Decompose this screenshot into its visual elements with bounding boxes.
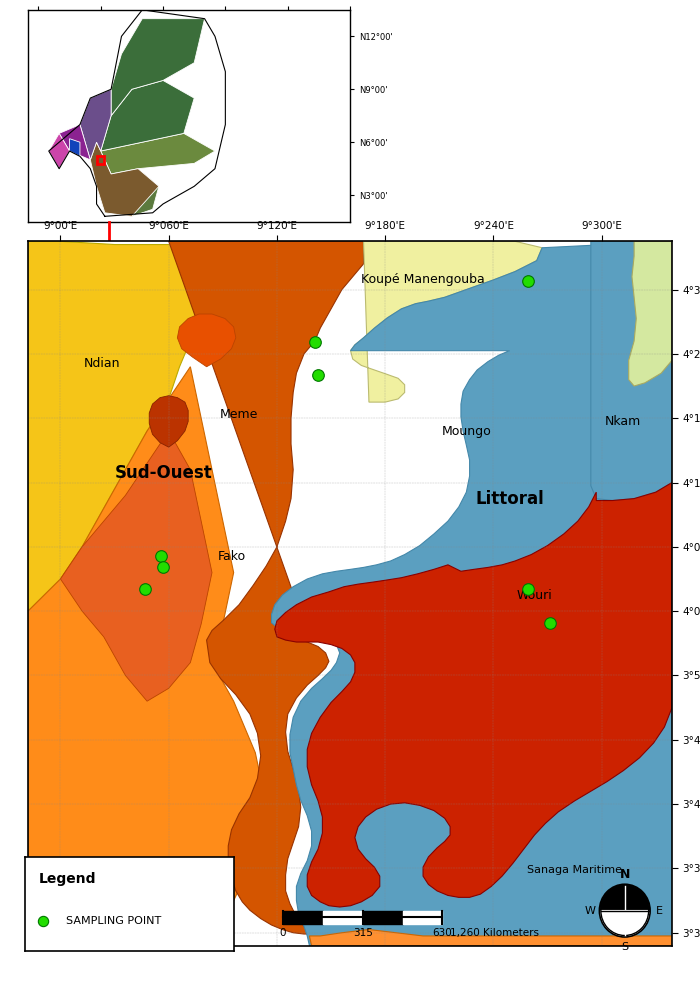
Polygon shape xyxy=(80,90,111,160)
Polygon shape xyxy=(90,142,159,217)
Text: Sanaga Maritime: Sanaga Maritime xyxy=(527,865,622,875)
Text: Moungo: Moungo xyxy=(442,425,491,437)
Point xyxy=(544,615,555,630)
Polygon shape xyxy=(97,168,159,217)
Point xyxy=(522,581,533,597)
Polygon shape xyxy=(28,366,266,939)
Polygon shape xyxy=(177,314,236,366)
Text: Wouri: Wouri xyxy=(517,589,552,602)
Polygon shape xyxy=(69,139,80,157)
Text: Meme: Meme xyxy=(220,409,258,422)
Point xyxy=(139,581,150,597)
Polygon shape xyxy=(149,396,188,447)
Text: S: S xyxy=(621,942,629,952)
Point xyxy=(309,335,321,351)
Point xyxy=(38,913,49,929)
Text: Nkam: Nkam xyxy=(606,415,641,427)
Polygon shape xyxy=(60,431,212,701)
Point xyxy=(522,273,533,289)
Wedge shape xyxy=(601,910,649,936)
Polygon shape xyxy=(272,241,672,946)
Polygon shape xyxy=(101,133,215,174)
Text: 315: 315 xyxy=(353,928,372,938)
Text: SAMPLING POINT: SAMPLING POINT xyxy=(66,916,162,926)
Text: Fako: Fako xyxy=(218,550,246,563)
Polygon shape xyxy=(28,241,234,611)
Text: Koupé Manengouba: Koupé Manengouba xyxy=(361,274,485,287)
Polygon shape xyxy=(351,241,542,402)
Text: Littoral: Littoral xyxy=(475,490,544,507)
Text: 1,260 Kilometers: 1,260 Kilometers xyxy=(450,928,540,938)
Polygon shape xyxy=(101,81,194,151)
Polygon shape xyxy=(49,133,69,168)
Polygon shape xyxy=(309,930,672,946)
Text: 630: 630 xyxy=(433,928,452,938)
Point xyxy=(155,549,167,564)
Text: Ndian: Ndian xyxy=(83,357,120,370)
Text: Legend: Legend xyxy=(39,872,97,886)
Text: Sud-Ouest: Sud-Ouest xyxy=(114,464,212,482)
Point xyxy=(312,367,323,383)
Polygon shape xyxy=(111,19,204,115)
Text: N: N xyxy=(620,868,630,881)
Bar xyxy=(97,157,104,164)
Text: W: W xyxy=(584,905,596,916)
Polygon shape xyxy=(169,241,363,934)
Polygon shape xyxy=(591,241,672,500)
Polygon shape xyxy=(60,124,90,160)
Point xyxy=(158,559,169,575)
Text: 0: 0 xyxy=(279,928,286,938)
Polygon shape xyxy=(629,241,672,386)
Wedge shape xyxy=(601,886,649,910)
Text: E: E xyxy=(656,905,663,916)
Polygon shape xyxy=(275,483,672,907)
